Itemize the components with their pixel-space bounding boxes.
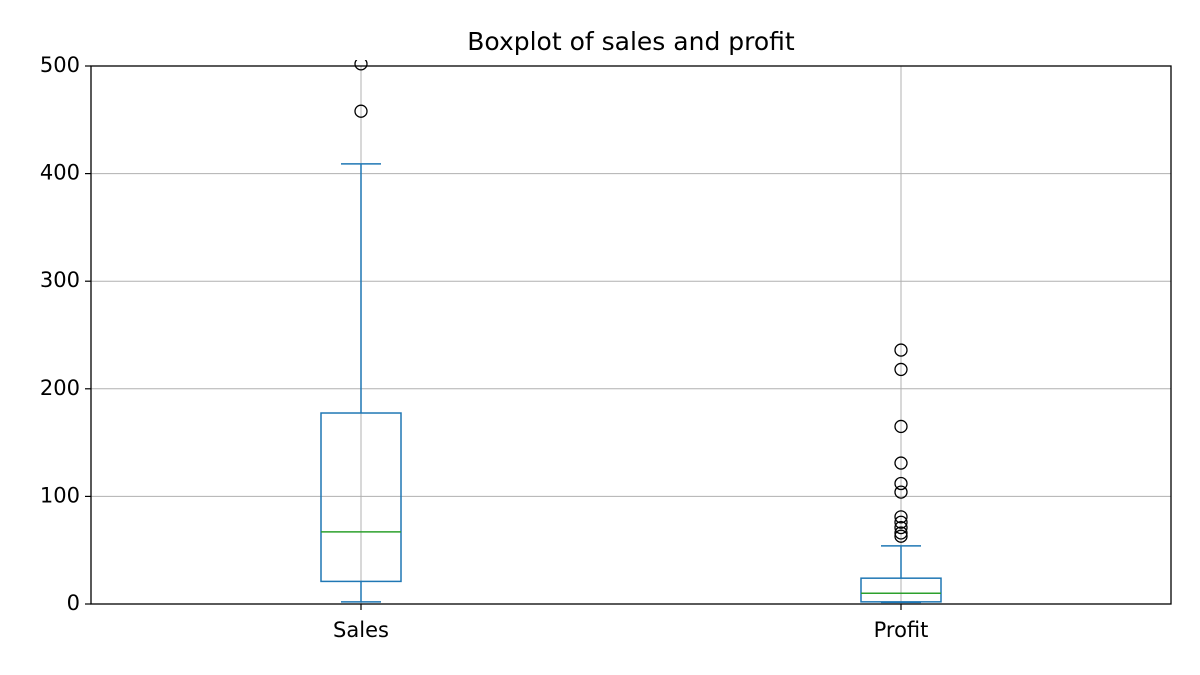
flier xyxy=(894,510,908,524)
flier xyxy=(894,456,908,470)
flier xyxy=(894,419,908,434)
flier xyxy=(894,526,908,540)
box xyxy=(860,577,942,603)
flier xyxy=(894,520,908,535)
y-tick-label: 100 xyxy=(40,483,80,507)
flier xyxy=(894,476,908,491)
flier xyxy=(894,343,908,357)
flier xyxy=(354,60,368,71)
x-tick-label: Sales xyxy=(333,618,389,642)
x-tick-label: Profit xyxy=(874,618,929,642)
plot-area xyxy=(320,60,942,604)
flier xyxy=(894,515,908,529)
flier xyxy=(894,485,908,499)
axes-frame xyxy=(90,65,1172,605)
y-tick-label: 400 xyxy=(40,161,80,185)
flier xyxy=(354,104,368,118)
labels: 0 100 200 300 400 500 Sales Profit xyxy=(40,53,928,642)
y-tick-label: 500 xyxy=(40,53,80,77)
flier xyxy=(894,529,908,543)
chart-title: Boxplot of sales and profit xyxy=(467,27,795,56)
y-tick-label: 300 xyxy=(40,268,80,292)
box xyxy=(320,412,402,583)
flier xyxy=(894,362,908,377)
grid xyxy=(91,65,1171,605)
y-tick-label: 200 xyxy=(40,376,80,400)
y-tick-label: 0 xyxy=(67,591,80,615)
